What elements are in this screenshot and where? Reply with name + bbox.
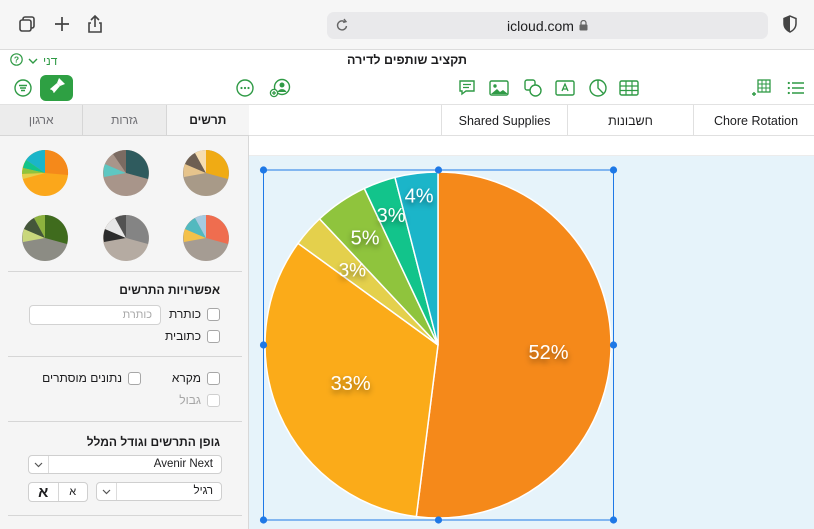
tabs-overview-icon[interactable] — [15, 12, 39, 36]
divider — [8, 356, 242, 357]
browser-toolbar: icloud.com — [0, 0, 814, 50]
border-label: גבול — [179, 393, 201, 407]
organize-icon[interactable] — [784, 77, 808, 99]
chart-style-thumb[interactable] — [181, 213, 231, 263]
hidden-data-option[interactable]: נתונים מוסתרים — [42, 371, 141, 385]
hidden-data-label: נתונים מוסתרים — [42, 371, 122, 385]
chart-style-thumb[interactable] — [181, 148, 231, 198]
resize-handle[interactable] — [259, 341, 268, 349]
help-icon[interactable]: ? — [10, 53, 23, 69]
format-brush-icon — [47, 76, 67, 101]
sheet-tab-bills[interactable]: חשבונות — [567, 105, 693, 136]
pie-slice[interactable] — [264, 242, 439, 518]
resize-handle[interactable] — [259, 516, 268, 524]
user-name: דני — [43, 54, 58, 68]
pie-data-label: 5% — [351, 228, 380, 250]
share-icon[interactable] — [83, 12, 107, 36]
legend-checkbox[interactable] — [207, 371, 220, 385]
divider — [8, 271, 242, 272]
divider — [8, 515, 242, 516]
border-checkbox — [207, 393, 220, 407]
reload-icon[interactable] — [335, 17, 349, 36]
resize-handle[interactable] — [434, 166, 443, 174]
chart-style-thumb[interactable] — [101, 213, 151, 263]
resize-handle[interactable] — [259, 166, 268, 174]
chart-style-thumb[interactable] — [20, 213, 70, 263]
sidebar-tabs: ארגון גזרות תרשים — [0, 105, 249, 136]
chevron-down-icon — [28, 54, 38, 68]
svg-text:?: ? — [14, 55, 19, 65]
chart-icon[interactable] — [586, 77, 610, 99]
font-family-value: Avenir Next — [153, 458, 213, 470]
pie-chart[interactable]: 52%33%3%5%3%4% — [249, 156, 814, 529]
chart-styles-grid — [0, 141, 249, 266]
pie-data-label: 33% — [331, 373, 371, 395]
url-text: icloud.com — [507, 17, 574, 34]
font-family-select[interactable]: Avenir Next — [28, 455, 222, 474]
decrease-font-button[interactable]: א — [69, 486, 77, 498]
increase-font-button[interactable]: א — [29, 483, 59, 501]
address-bar[interactable]: icloud.com — [327, 12, 768, 39]
view-menu-icon[interactable] — [11, 77, 35, 99]
format-brush-button[interactable] — [40, 75, 73, 101]
app-toolbar — [0, 72, 814, 105]
resize-handle[interactable] — [609, 516, 618, 524]
legend-label: מקרא — [171, 371, 201, 385]
divider — [8, 421, 242, 422]
chart-options-title: אפשרויות התרשים — [119, 283, 220, 297]
border-option: גבול — [179, 393, 220, 407]
caption-label: כתובית — [164, 329, 201, 343]
tab-wedges[interactable]: גזרות — [82, 105, 166, 135]
sheet-tabs: Shared Supplies חשבונות Chore Rotation — [249, 105, 814, 136]
insert-table-row-icon[interactable] — [750, 77, 774, 99]
font-style-value: רגיל — [193, 485, 213, 497]
lock-icon — [579, 18, 588, 34]
pie-data-label: 3% — [339, 260, 367, 281]
new-tab-icon[interactable] — [50, 12, 74, 36]
font-style-select[interactable]: רגיל — [96, 482, 222, 501]
tab-arrange[interactable]: ארגון — [0, 105, 83, 135]
font-section-title: גופן התרשים וגודל המלל — [86, 435, 220, 449]
text-box-icon[interactable] — [553, 77, 577, 99]
pie-slice[interactable] — [415, 171, 612, 519]
document-title: תקציב שותפים לדירה — [347, 53, 467, 67]
chevron-down-icon — [97, 483, 117, 500]
format-sidebar: ארגון גזרות תרשים — [0, 105, 249, 529]
legend-option[interactable]: מקרא — [172, 371, 220, 385]
font-size-buttons: א א — [28, 482, 88, 502]
resize-handle[interactable] — [434, 516, 443, 524]
more-icon[interactable] — [233, 77, 257, 99]
media-icon[interactable] — [487, 77, 511, 99]
title-checkbox[interactable] — [207, 307, 220, 321]
sheet-tab-shared-supplies[interactable]: Shared Supplies — [441, 105, 567, 136]
sheet-area: 52% 33% 3% 5% 3% 4% — [249, 156, 814, 529]
title-input[interactable]: כותרת — [29, 305, 161, 325]
caption-option[interactable]: כתובית — [165, 329, 220, 343]
collaborate-icon[interactable] — [268, 77, 292, 99]
pie-data-label: 4% — [405, 186, 434, 208]
chevron-down-icon — [29, 456, 49, 473]
title-option[interactable]: כותרת — [169, 307, 220, 321]
document-header: ? דני תקציב שותפים לדירה — [0, 50, 814, 72]
comment-icon[interactable] — [455, 77, 479, 99]
chart-selection-frame — [259, 166, 618, 524]
caption-checkbox[interactable] — [207, 329, 220, 343]
user-menu[interactable]: ? דני — [10, 53, 57, 69]
sheet-tab-chore-rotation[interactable]: Chore Rotation — [693, 105, 814, 136]
tab-chart[interactable]: תרשים — [165, 105, 249, 135]
chart-style-thumb[interactable] — [101, 148, 151, 198]
sheet-canvas: Shared Supplies חשבונות Chore Rotation 5… — [249, 105, 814, 529]
pie-data-label: 52% — [528, 342, 568, 364]
resize-handle[interactable] — [609, 341, 618, 349]
resize-handle[interactable] — [609, 166, 618, 174]
chart-style-thumb[interactable] — [20, 148, 70, 198]
title-label: כותרת — [168, 307, 201, 321]
shapes-icon[interactable] — [521, 77, 545, 99]
column-header-strip — [249, 136, 814, 156]
pie-data-label: 3% — [377, 205, 406, 227]
table-icon[interactable] — [617, 77, 641, 99]
hidden-data-checkbox[interactable] — [128, 371, 141, 385]
privacy-shield-icon[interactable] — [778, 12, 802, 36]
